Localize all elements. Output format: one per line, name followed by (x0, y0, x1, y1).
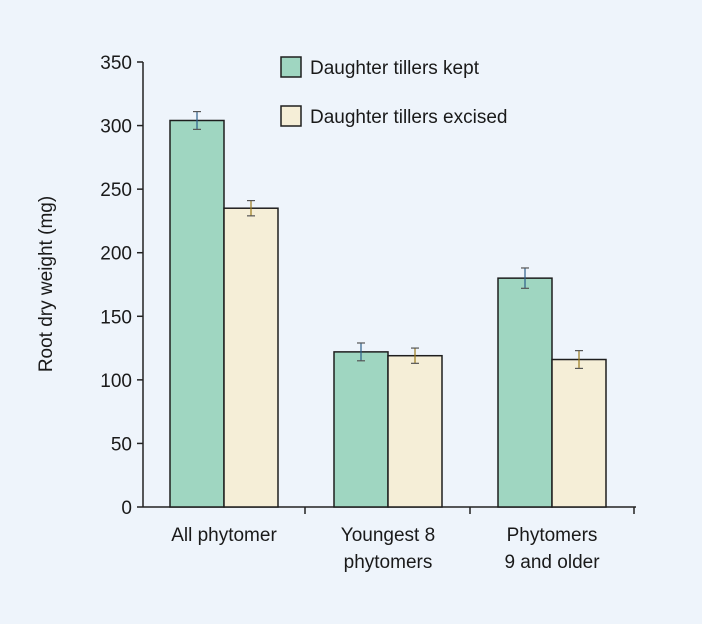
y-tick-label: 200 (100, 244, 132, 265)
bars (169, 119, 607, 508)
y-tick-label: 250 (100, 180, 132, 201)
legend-swatch-excised (280, 105, 302, 127)
legend-swatch-kept (280, 56, 302, 78)
x-ticks (304, 507, 635, 514)
category-label: 9 and older (504, 552, 600, 573)
y-tick-label: 150 (100, 307, 132, 328)
category-labels: All phytomer Youngest 8 phytomers Phytomers… (171, 525, 600, 573)
y-tick-label: 0 (121, 498, 132, 519)
category-label: phytomers (344, 552, 433, 573)
y-tick-label: 50 (111, 434, 132, 455)
category-label: Phytomers (507, 525, 598, 546)
bar-kept-0 (169, 119, 225, 508)
y-axis-title: Root dry weight (mg) (36, 196, 57, 372)
y-tick-label: 350 (100, 53, 132, 74)
category-label: All phytomer (171, 525, 277, 546)
bar-excised-1 (387, 354, 443, 508)
bar-kept-1 (333, 351, 389, 508)
error-bars (193, 110, 583, 370)
y-ticks: 0 50 100 150 200 250 300 350 (100, 53, 143, 519)
y-tick-label: 100 (100, 371, 132, 392)
legend-label-excised: Daughter tillers excised (310, 107, 507, 128)
y-tick-label: 300 (100, 117, 132, 138)
category-label: Youngest 8 (341, 525, 435, 546)
legend-label-kept: Daughter tillers kept (310, 58, 480, 79)
bar-excised-0 (223, 207, 279, 508)
legend: Daughter tillers kept Daughter tillers ex… (280, 56, 507, 128)
bar-excised-2 (551, 358, 607, 508)
bar-kept-2 (497, 277, 553, 508)
